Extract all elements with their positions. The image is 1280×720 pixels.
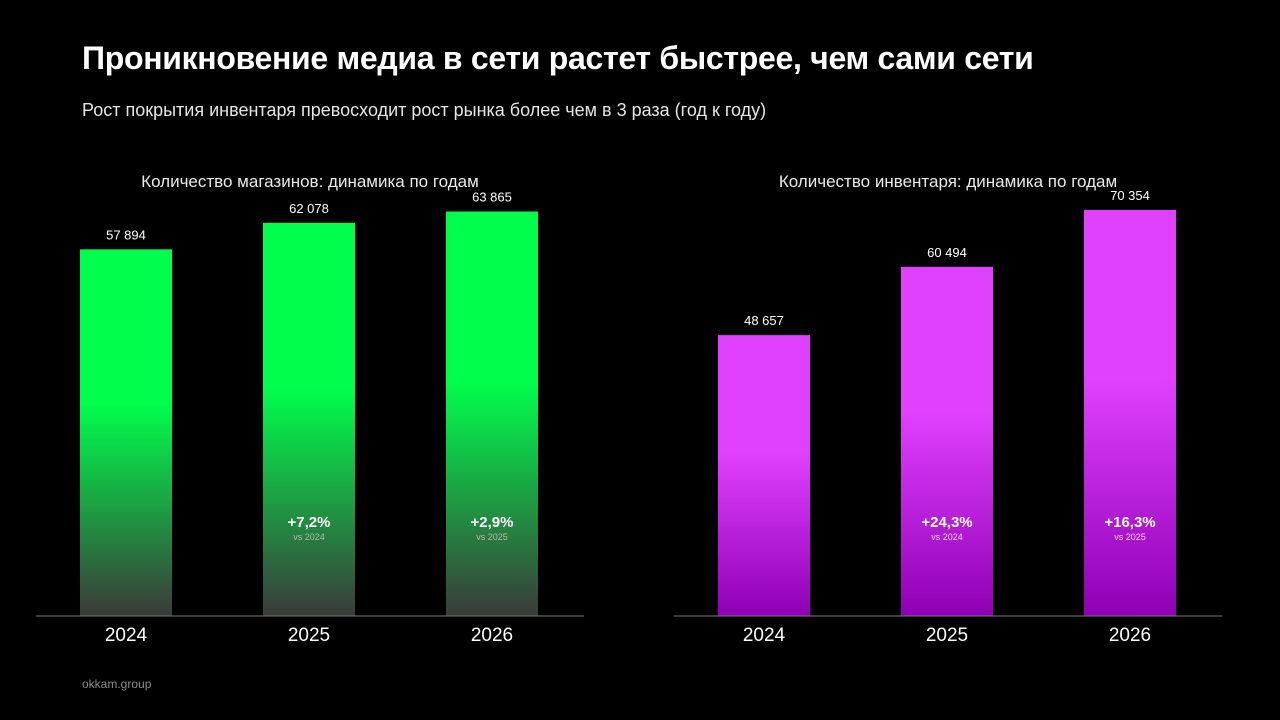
chart-title: Количество магазинов: динамика по годам [141, 172, 479, 191]
growth-label: +7,2% [288, 514, 331, 531]
x-tick-label: 2026 [1109, 625, 1151, 646]
x-tick-label: 2026 [471, 625, 513, 646]
bar-2026 [1084, 209, 1176, 617]
growth-label: +2,9% [471, 514, 514, 531]
chart-title: Количество инвентаря: динамика по годам [778, 172, 1118, 191]
chart-svg: 48 657 2024 60 494 +24,3%vs 2024 2025 70 354 +… [674, 188, 1222, 646]
footer-brand: okkam.group [82, 677, 152, 691]
bar-2025 [263, 222, 355, 616]
bar-2026 [446, 211, 538, 616]
chart-inventory: Количество инвентаря: динамика по годам … [668, 160, 1228, 660]
page-title: Проникновение медиа в сети растет быстре… [82, 40, 1034, 76]
x-tick-label: 2025 [288, 625, 330, 646]
bar-2024 [80, 249, 172, 616]
x-tick-label: 2024 [743, 625, 786, 646]
growth-note: vs 2024 [293, 532, 325, 542]
growth-label: +16,3% [1104, 514, 1155, 531]
growth-note: vs 2025 [1114, 532, 1146, 542]
value-label: 48 657 [744, 313, 784, 328]
growth-note: vs 2025 [476, 532, 508, 542]
bar-2024 [718, 335, 810, 616]
value-label: 62 078 [289, 201, 329, 216]
value-label: 57 894 [106, 227, 146, 242]
value-label: 63 865 [472, 190, 512, 205]
value-label: 60 494 [927, 245, 967, 260]
chart-svg: 57 894 2024 62 078 +7,2%vs 2024 2025 63 865 +2… [36, 190, 584, 646]
x-tick-label: 2024 [105, 625, 148, 646]
page-subtitle: Рост покрытия инвентаря превосходит рост… [82, 100, 767, 120]
growth-label: +24,3% [921, 514, 972, 531]
chart-stores: Количество магазинов: динамика по годам … [30, 160, 590, 660]
x-tick-label: 2025 [926, 625, 968, 646]
bar-2025 [901, 266, 993, 616]
growth-note: vs 2024 [931, 532, 963, 542]
value-label: 70 354 [1110, 188, 1150, 203]
